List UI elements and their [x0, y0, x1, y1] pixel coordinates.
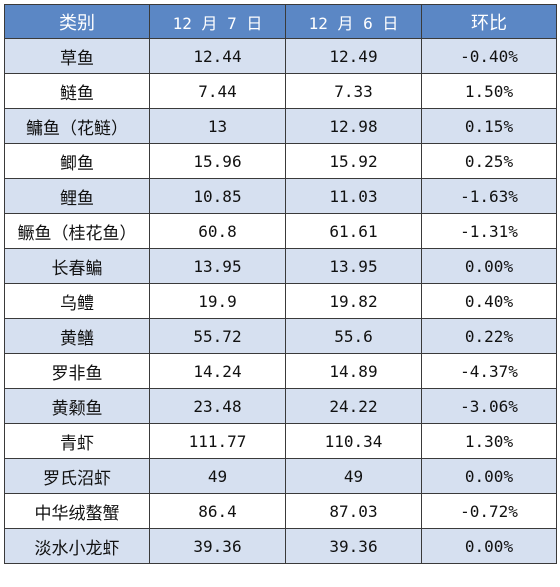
table-header: 类别 12 月 7 日 12 月 6 日 环比	[4, 4, 557, 39]
cell-change: 0.15%	[421, 108, 557, 144]
cell-dec6: 61.61	[285, 213, 422, 249]
table-row: 长春鳊 13.95 13.95 0.00%	[4, 248, 557, 284]
cell-category: 罗氏沼虾	[4, 458, 150, 494]
header-change: 环比	[421, 4, 557, 39]
cell-dec7: 60.8	[149, 213, 286, 249]
cell-change: 0.40%	[421, 283, 557, 319]
cell-category: 青虾	[4, 423, 150, 459]
cell-category: 黄鳝	[4, 318, 150, 354]
cell-category: 鲫鱼	[4, 143, 150, 179]
cell-change: 1.30%	[421, 423, 557, 459]
table-row: 淡水小龙虾 39.36 39.36 0.00%	[4, 528, 557, 564]
cell-category: 中华绒螯蟹	[4, 493, 150, 529]
table-row: 黄颡鱼 23.48 24.22 -3.06%	[4, 388, 557, 424]
cell-category: 鳜鱼（桂花鱼）	[4, 213, 150, 249]
cell-dec7: 10.85	[149, 178, 286, 214]
cell-dec6: 12.98	[285, 108, 422, 144]
table-row: 鲢鱼 7.44 7.33 1.50%	[4, 73, 557, 109]
cell-change: 1.50%	[421, 73, 557, 109]
table-body: 草鱼 12.44 12.49 -0.40% 鲢鱼 7.44 7.33 1.50% 鳙鱼（花鲢） 1…	[4, 38, 557, 564]
cell-dec7: 49	[149, 458, 286, 494]
cell-category: 罗非鱼	[4, 353, 150, 389]
cell-dec6: 39.36	[285, 528, 422, 564]
table-row: 罗非鱼 14.24 14.89 -4.37%	[4, 353, 557, 389]
cell-dec6: 13.95	[285, 248, 422, 284]
cell-change: -1.63%	[421, 178, 557, 214]
header-category: 类别	[4, 4, 150, 39]
cell-category: 鲤鱼	[4, 178, 150, 214]
cell-dec7: 15.96	[149, 143, 286, 179]
cell-dec7: 23.48	[149, 388, 286, 424]
cell-dec7: 13	[149, 108, 286, 144]
cell-dec7: 14.24	[149, 353, 286, 389]
cell-dec6: 15.92	[285, 143, 422, 179]
table-row: 乌鳢 19.9 19.82 0.40%	[4, 283, 557, 319]
cell-dec6: 14.89	[285, 353, 422, 389]
cell-category: 草鱼	[4, 38, 150, 74]
cell-change: 0.22%	[421, 318, 557, 354]
cell-category: 鳙鱼（花鲢）	[4, 108, 150, 144]
cell-category: 鲢鱼	[4, 73, 150, 109]
table-row: 鲫鱼 15.96 15.92 0.25%	[4, 143, 557, 179]
header-dec7: 12 月 7 日	[149, 4, 286, 39]
table-row: 黄鳝 55.72 55.6 0.22%	[4, 318, 557, 354]
cell-change: 0.00%	[421, 248, 557, 284]
cell-change: -4.37%	[421, 353, 557, 389]
cell-dec6: 24.22	[285, 388, 422, 424]
cell-category: 淡水小龙虾	[4, 528, 150, 564]
cell-dec6: 87.03	[285, 493, 422, 529]
cell-change: 0.00%	[421, 458, 557, 494]
cell-dec7: 86.4	[149, 493, 286, 529]
cell-change: -0.72%	[421, 493, 557, 529]
cell-dec6: 12.49	[285, 38, 422, 74]
cell-change: -3.06%	[421, 388, 557, 424]
cell-change: 0.00%	[421, 528, 557, 564]
cell-category: 乌鳢	[4, 283, 150, 319]
table-row: 草鱼 12.44 12.49 -0.40%	[4, 38, 557, 74]
header-row: 类别 12 月 7 日 12 月 6 日 环比	[4, 4, 557, 39]
table-row: 青虾 111.77 110.34 1.30%	[4, 423, 557, 459]
cell-category: 黄颡鱼	[4, 388, 150, 424]
cell-dec7: 12.44	[149, 38, 286, 74]
table-row: 鳙鱼（花鲢） 13 12.98 0.15%	[4, 108, 557, 144]
cell-change: -1.31%	[421, 213, 557, 249]
price-table-container: 类别 12 月 7 日 12 月 6 日 环比 草鱼 12.44 12.49 -0.4…	[4, 4, 557, 564]
cell-dec6: 49	[285, 458, 422, 494]
header-dec6: 12 月 6 日	[285, 4, 422, 39]
table-row: 中华绒螯蟹 86.4 87.03 -0.72%	[4, 493, 557, 529]
cell-dec6: 11.03	[285, 178, 422, 214]
table-row: 鳜鱼（桂花鱼） 60.8 61.61 -1.31%	[4, 213, 557, 249]
cell-dec7: 19.9	[149, 283, 286, 319]
cell-dec7: 39.36	[149, 528, 286, 564]
cell-dec6: 7.33	[285, 73, 422, 109]
cell-dec7: 55.72	[149, 318, 286, 354]
cell-dec6: 19.82	[285, 283, 422, 319]
cell-dec7: 111.77	[149, 423, 286, 459]
cell-dec6: 110.34	[285, 423, 422, 459]
fish-price-table: 类别 12 月 7 日 12 月 6 日 环比 草鱼 12.44 12.49 -0.4…	[4, 4, 557, 564]
cell-dec7: 13.95	[149, 248, 286, 284]
cell-category: 长春鳊	[4, 248, 150, 284]
cell-change: 0.25%	[421, 143, 557, 179]
cell-change: -0.40%	[421, 38, 557, 74]
table-row: 罗氏沼虾 49 49 0.00%	[4, 458, 557, 494]
cell-dec7: 7.44	[149, 73, 286, 109]
table-row: 鲤鱼 10.85 11.03 -1.63%	[4, 178, 557, 214]
cell-dec6: 55.6	[285, 318, 422, 354]
